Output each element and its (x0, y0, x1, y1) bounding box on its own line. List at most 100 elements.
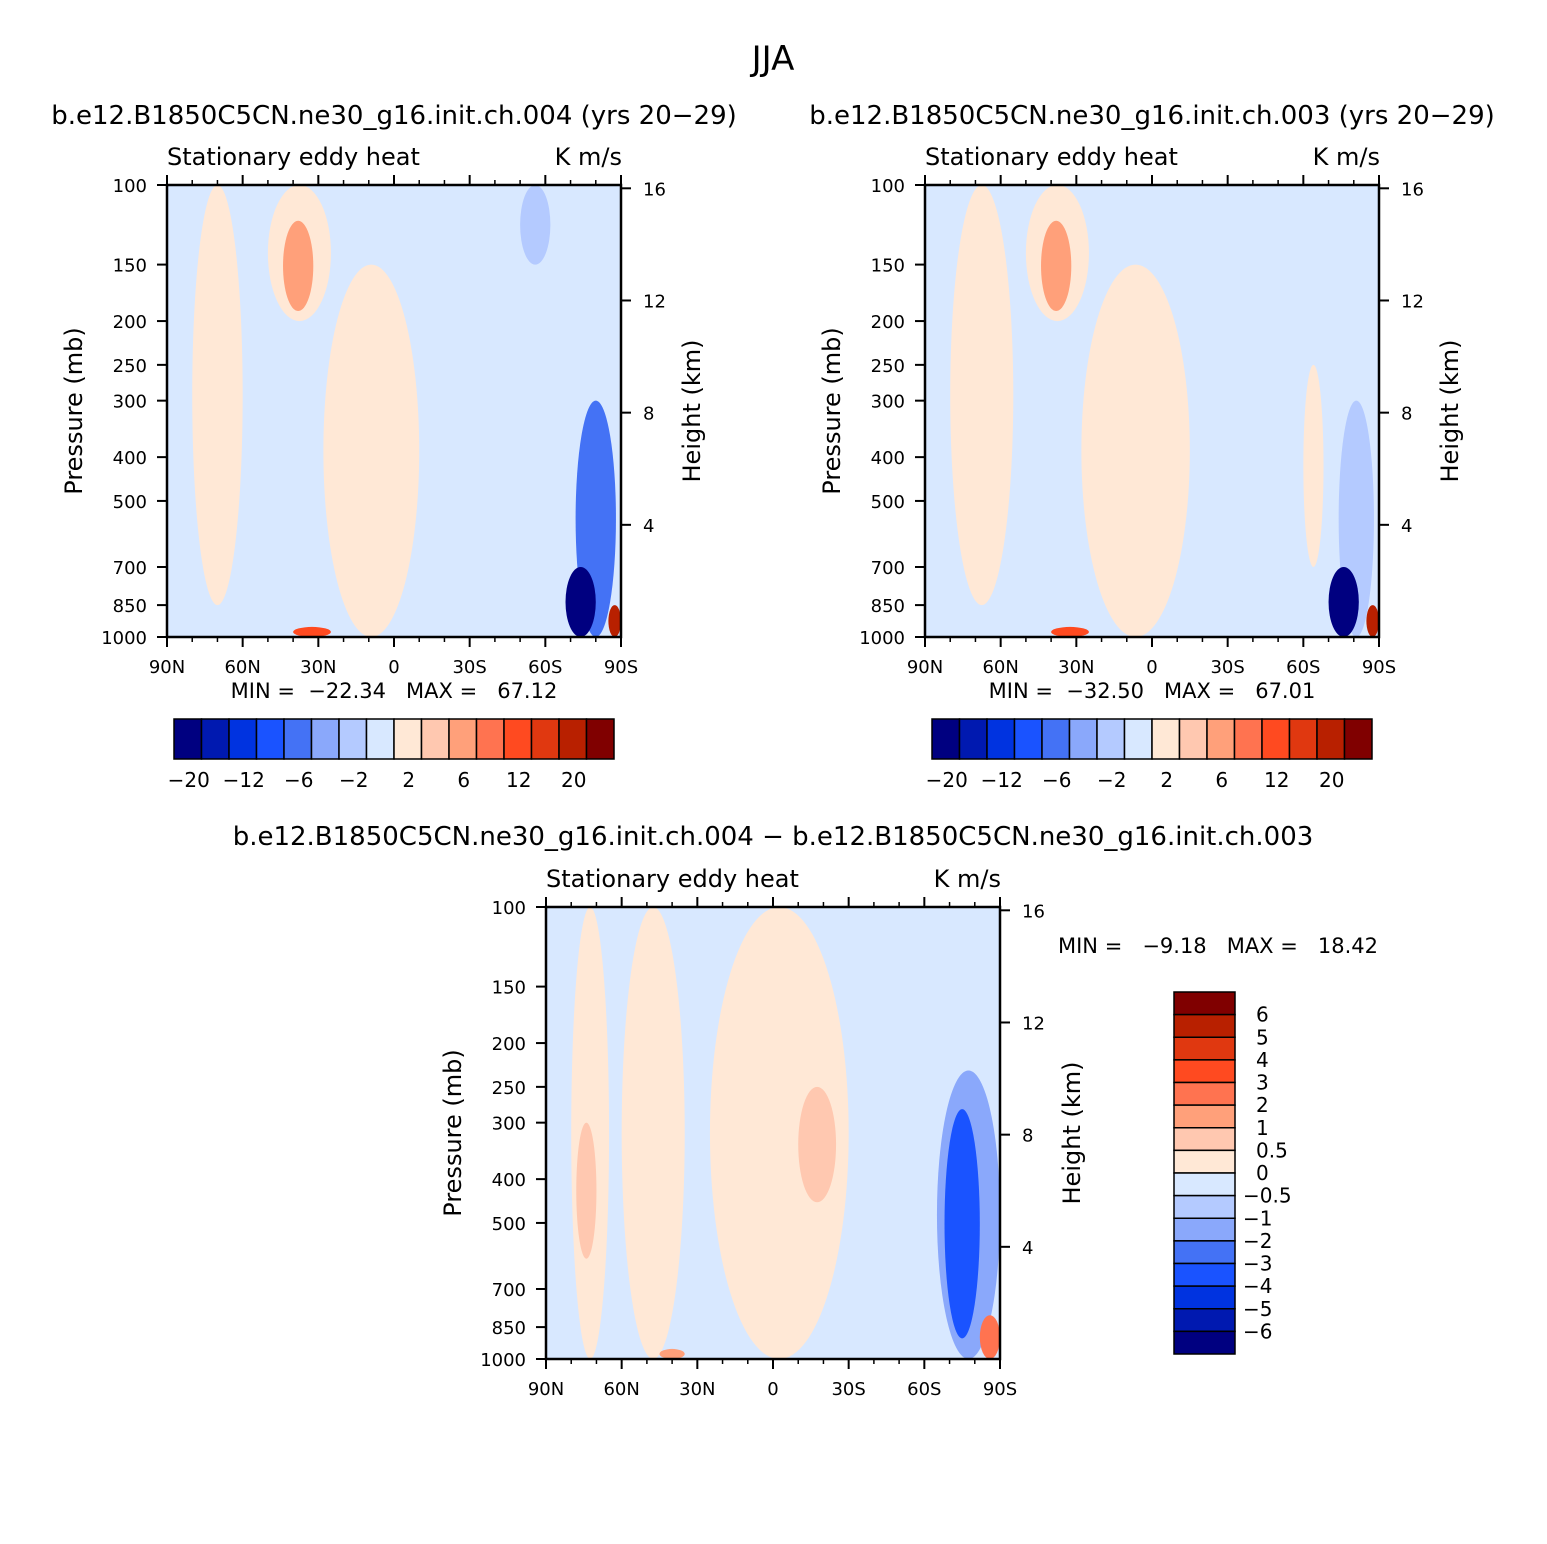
x-tick-label: 0 (1146, 657, 1157, 678)
y-tick-label: 250 (113, 356, 147, 377)
x-tick-label: 60N (603, 1379, 639, 1400)
x-tick-label: 30S (831, 1379, 865, 1400)
right-label: K m/s (934, 865, 1001, 893)
left-label: Stationary eddy heat (925, 143, 1178, 171)
y-tick-label: 500 (113, 492, 147, 513)
height-tick-label: 8 (1401, 404, 1412, 425)
x-tick-label: 0 (767, 1379, 778, 1400)
colorbar-swatch (1178, 718, 1208, 760)
y-tick-label: 700 (871, 558, 905, 579)
contour-region-negative (565, 566, 596, 637)
colorbar-label: −12 (223, 768, 265, 792)
y-tick-label: 400 (492, 1170, 526, 1191)
colorbar-label: 1 (1256, 1116, 1269, 1140)
colorbar-label: 12 (506, 768, 531, 792)
height-tick-label: 16 (643, 179, 666, 200)
colorbar-label: −6 (284, 768, 313, 792)
y-tick-label: 300 (492, 1114, 526, 1135)
contour-region-positive (979, 1315, 1000, 1359)
colorbar-swatch (420, 718, 450, 760)
x-tick-label: 30N (1058, 657, 1094, 678)
height-tick-label: 16 (1401, 179, 1424, 200)
colorbar-swatch (1013, 718, 1043, 760)
colorbar-label: 5 (1256, 1025, 1269, 1049)
contour-region-positive (608, 605, 621, 637)
colorbar-label: 0.5 (1256, 1138, 1288, 1162)
colorbar-label: −20 (926, 768, 968, 792)
colorbar-swatch (1123, 718, 1153, 760)
panel-ch003: b.e12.B1850C5CN.ne30_g16.init.ch.003 (yr… (809, 101, 1495, 792)
height-tick-label: 4 (1022, 1238, 1033, 1259)
colorbar-swatch (1173, 1262, 1236, 1287)
x-tick-label: 60N (982, 657, 1018, 678)
main-title: JJA (750, 39, 795, 79)
x-tick-label: 60N (224, 657, 260, 678)
contour-region-negative (944, 1109, 980, 1339)
colorbar-swatch (228, 718, 258, 760)
colorbar-swatch (283, 718, 313, 760)
colorbar-swatch (1173, 1172, 1236, 1197)
x-tick-label: 60S (528, 657, 562, 678)
colorbar-swatch (1151, 718, 1181, 760)
height-tick-label: 4 (643, 516, 654, 537)
colorbar-swatch (958, 718, 988, 760)
height-tick-label: 12 (1022, 1013, 1045, 1034)
colorbar-swatch (200, 718, 230, 760)
colorbar-swatch (1173, 991, 1236, 1016)
y-axis-label-right: Height (km) (678, 340, 706, 483)
colorbar-label: −6 (1243, 1319, 1272, 1343)
colorbar-swatch (1173, 1285, 1236, 1310)
colorbar-swatch (338, 718, 368, 760)
y-tick-label: 850 (113, 596, 147, 617)
panel-title: b.e12.B1850C5CN.ne30_g16.init.ch.003 (yr… (809, 101, 1495, 131)
colorbar-label: 12 (1264, 768, 1289, 792)
y-tick-label: 150 (113, 256, 147, 277)
colorbar-label: −6 (1042, 768, 1071, 792)
contour-region-positive (283, 220, 314, 311)
colorbar-label: 20 (1319, 768, 1344, 792)
x-tick-label: 90N (149, 657, 185, 678)
colorbar-swatch (1316, 718, 1346, 760)
y-tick-label: 850 (871, 596, 905, 617)
colorbar-swatch (1233, 718, 1263, 760)
colorbar-swatch (475, 718, 505, 760)
panel-difference: b.e12.B1850C5CN.ne30_g16.init.ch.004 − b… (233, 822, 1378, 1400)
colorbar-swatch (310, 718, 340, 760)
y-axis-label: Pressure (mb) (60, 327, 88, 494)
height-tick-label: 4 (1401, 516, 1412, 537)
colorbar-swatch (1173, 1036, 1236, 1061)
x-tick-label: 90S (604, 657, 638, 678)
colorbar-swatch (1096, 718, 1126, 760)
y-axis-label-right: Height (km) (1436, 340, 1464, 483)
colorbar-label: 2 (402, 768, 415, 792)
left-label: Stationary eddy heat (546, 865, 799, 893)
min-max-stats: MIN = −9.18 MAX = 18.42 (1058, 934, 1378, 958)
x-tick-label: 0 (388, 657, 399, 678)
colorbar-label: −2 (1097, 768, 1126, 792)
colorbar-swatch (1173, 1330, 1236, 1355)
colorbar-swatch (530, 718, 560, 760)
colorbar-label: 0 (1256, 1161, 1269, 1185)
contour-field (925, 185, 1379, 637)
x-tick-label: 30S (452, 657, 486, 678)
x-tick-label: 30N (679, 1379, 715, 1400)
contour-field (167, 185, 621, 637)
colorbar-swatch (1173, 1217, 1236, 1242)
y-tick-label: 400 (871, 448, 905, 469)
colorbar-swatch (1343, 718, 1373, 760)
height-tick-label: 16 (1022, 901, 1045, 922)
y-tick-label: 1000 (480, 1350, 526, 1371)
diff-title: b.e12.B1850C5CN.ne30_g16.init.ch.004 − b… (233, 822, 1314, 852)
contour-region-positive (293, 626, 331, 637)
colorbar-swatch (1173, 1013, 1236, 1038)
right-label: K m/s (555, 143, 622, 171)
colorbar-label: 4 (1256, 1048, 1269, 1072)
colorbar-swatch (255, 718, 285, 760)
x-tick-label: 90S (1362, 657, 1396, 678)
colorbar-swatch (1173, 1149, 1236, 1174)
colorbar-label: 3 (1256, 1071, 1269, 1095)
y-tick-label: 150 (871, 256, 905, 277)
y-tick-label: 250 (871, 356, 905, 377)
colorbar-swatch (448, 718, 478, 760)
x-tick-label: 90N (907, 657, 943, 678)
